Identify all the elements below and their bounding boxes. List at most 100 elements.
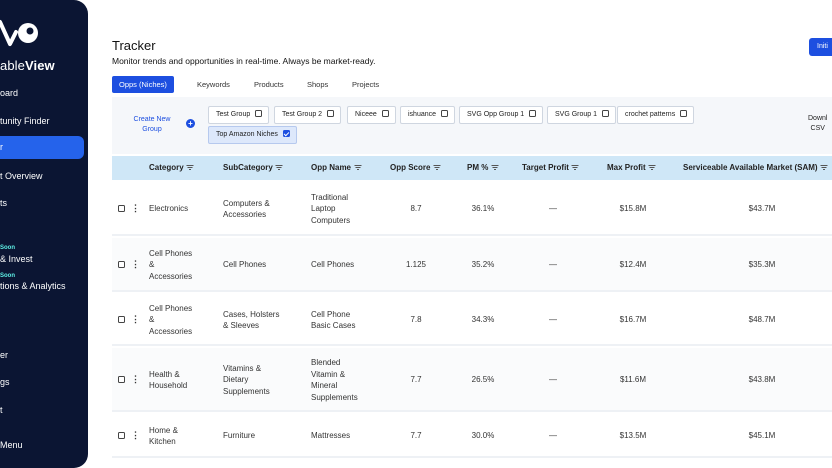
group-chip[interactable]: ishuance <box>400 106 456 124</box>
cell-sam: $43.7M <box>748 204 776 214</box>
row-checkbox[interactable] <box>118 316 125 323</box>
group-chip-label: SVG Opp Group 1 <box>467 111 525 118</box>
cell-subcategory: Furniture <box>223 431 256 441</box>
more-options-icon[interactable]: ⋮ <box>131 203 140 213</box>
checkbox[interactable] <box>529 110 537 117</box>
sidebar-item-tracker[interactable]: r <box>0 136 84 159</box>
filter-icon[interactable] <box>649 165 656 170</box>
plus-icon[interactable]: + <box>186 119 195 128</box>
sidebar-item-settings[interactable]: gs <box>0 377 10 387</box>
checkbox[interactable] <box>602 110 610 117</box>
create-group-label: Group <box>142 126 162 133</box>
column-header-opp-name[interactable]: Opp Name <box>311 156 361 180</box>
checkbox[interactable] <box>255 110 263 117</box>
filter-icon[interactable] <box>491 165 498 170</box>
cell-subcategory: Computers & Accessories <box>223 198 270 220</box>
cell-pm: 34.3% <box>471 315 495 325</box>
cell-max-profit: $11.6M <box>619 375 647 385</box>
cell-sam: $43.8M <box>748 375 776 385</box>
more-options-icon[interactable]: ⋮ <box>131 314 140 324</box>
filter-icon[interactable] <box>821 165 828 170</box>
row-checkbox[interactable] <box>118 376 125 383</box>
sidebar-item-user[interactable]: er <box>0 350 9 360</box>
brand-name: ableView <box>0 58 55 73</box>
table-row[interactable]: ⋮ Cell Phones & Accessories Cases, Holsters &… <box>112 294 832 346</box>
group-chip-label: SVG Group 1 <box>555 111 598 118</box>
tab-products[interactable]: Products <box>254 80 284 89</box>
cell-target-profit: — <box>549 315 557 325</box>
tab-projects[interactable]: Projects <box>352 80 380 89</box>
column-header-target-profit[interactable]: Target Profit <box>522 156 579 180</box>
checkbox-checked[interactable] <box>282 130 290 137</box>
group-chip[interactable]: Niceee <box>347 106 396 124</box>
group-chip[interactable]: Test Group <box>208 106 270 124</box>
sidebar-item-label: r <box>0 142 3 152</box>
initiate-button[interactable]: Initi <box>809 38 832 56</box>
group-chip[interactable]: SVG Opp Group 1 <box>459 106 544 124</box>
cell-opp-name: Cell Phones <box>311 260 355 270</box>
checkbox[interactable] <box>441 110 449 117</box>
cell-subcategory: Cell Phones <box>223 260 267 270</box>
column-header-category[interactable]: Category <box>149 156 194 180</box>
row-checkbox[interactable] <box>118 261 125 268</box>
sidebar-item-opportunity-finder[interactable]: tunity Finder <box>0 116 50 126</box>
page-title: Tracker <box>112 38 156 53</box>
table-row[interactable]: ⋮ Electronics Computers & Accessories Tradit… <box>112 182 832 236</box>
column-header-opp-score[interactable]: Opp Score <box>390 156 440 180</box>
cell-max-profit: $15.8M <box>619 204 647 214</box>
sidebar-item-dashboard[interactable]: oard <box>0 88 19 98</box>
tab-opps-niches[interactable]: Opps (Niches) <box>112 76 174 93</box>
sidebar-item-projects[interactable]: ts <box>0 198 8 208</box>
checkbox[interactable] <box>327 110 335 117</box>
sidebar-item-market-overview[interactable]: t Overview <box>0 171 43 181</box>
cell-opp-name: Traditional Laptop Computers <box>311 192 351 225</box>
sidebar-item-analytics[interactable]: tions & Analytics <box>0 281 66 291</box>
sidebar-item-logout[interactable]: t <box>0 405 3 415</box>
filter-icon[interactable] <box>433 165 440 170</box>
row-checkbox[interactable] <box>118 205 125 212</box>
column-header-sam[interactable]: Serviceable Available Market (SAM) <box>683 156 828 180</box>
tab-shops[interactable]: Shops <box>307 80 329 89</box>
cell-opp-score: 1.125 <box>405 260 427 270</box>
group-chip[interactable]: Test Group 2 <box>274 106 342 124</box>
sidebar-item-invest[interactable]: & Invest <box>0 254 33 264</box>
column-header-subcategory[interactable]: SubCategory <box>223 156 283 180</box>
filter-icon[interactable] <box>276 165 283 170</box>
checkbox[interactable] <box>680 110 688 117</box>
filter-icon[interactable] <box>572 165 579 170</box>
checkbox[interactable] <box>381 110 389 117</box>
create-new-group-link[interactable]: Create New Group <box>124 115 180 135</box>
group-chip[interactable]: crochet patterns <box>617 106 695 124</box>
tab-keywords[interactable]: Keywords <box>197 80 230 89</box>
row-checkbox[interactable] <box>118 432 125 439</box>
column-header-pm[interactable]: PM % <box>467 156 498 180</box>
group-chip-label: Niceee <box>355 111 377 118</box>
table-row[interactable]: ⋮ Health & Household Vitamins & Dietary Suppl… <box>112 348 832 412</box>
cell-max-profit: $13.5M <box>619 431 647 441</box>
cell-category: Cell Phones & Accessories <box>149 248 193 281</box>
more-options-icon[interactable]: ⋮ <box>131 374 140 384</box>
sidebar: ableView oard tunity Finder r t Overview… <box>0 0 88 468</box>
filter-icon[interactable] <box>187 165 194 170</box>
cell-opp-score: 8.7 <box>410 204 422 214</box>
more-options-icon[interactable]: ⋮ <box>131 430 140 440</box>
group-chip[interactable]: Top Amazon Niches <box>208 126 297 144</box>
cell-target-profit: — <box>549 260 557 270</box>
cell-subcategory: Vitamins & Dietary Supplements <box>223 363 270 396</box>
table-row[interactable]: ⋮ Home & Kitchen Furniture Mattresses 7.7 30.0… <box>112 414 832 458</box>
cell-target-profit: — <box>549 204 557 214</box>
cell-subcategory: Cases, Holsters & Sleeves <box>223 309 280 331</box>
group-chip[interactable]: SVG Group 1 <box>547 106 617 124</box>
column-header-max-profit[interactable]: Max Profit <box>607 156 656 180</box>
filter-icon[interactable] <box>354 165 361 170</box>
download-csv-button[interactable]: Downl CSV <box>808 114 827 134</box>
more-options-icon[interactable]: ⋮ <box>131 259 140 269</box>
table-row[interactable]: ⋮ Cell Phones & Accessories Cell Phones Cell … <box>112 238 832 292</box>
sidebar-item-menu[interactable]: Menu <box>0 440 23 450</box>
coming-soon-badge: Soon <box>0 245 15 251</box>
cell-category: Electronics <box>149 204 189 214</box>
group-chip-label: ishuance <box>408 111 437 118</box>
create-group-label: Create New <box>133 116 171 123</box>
page-subtitle: Monitor trends and opportunities in real… <box>112 56 376 66</box>
download-label: Downl <box>808 115 828 122</box>
